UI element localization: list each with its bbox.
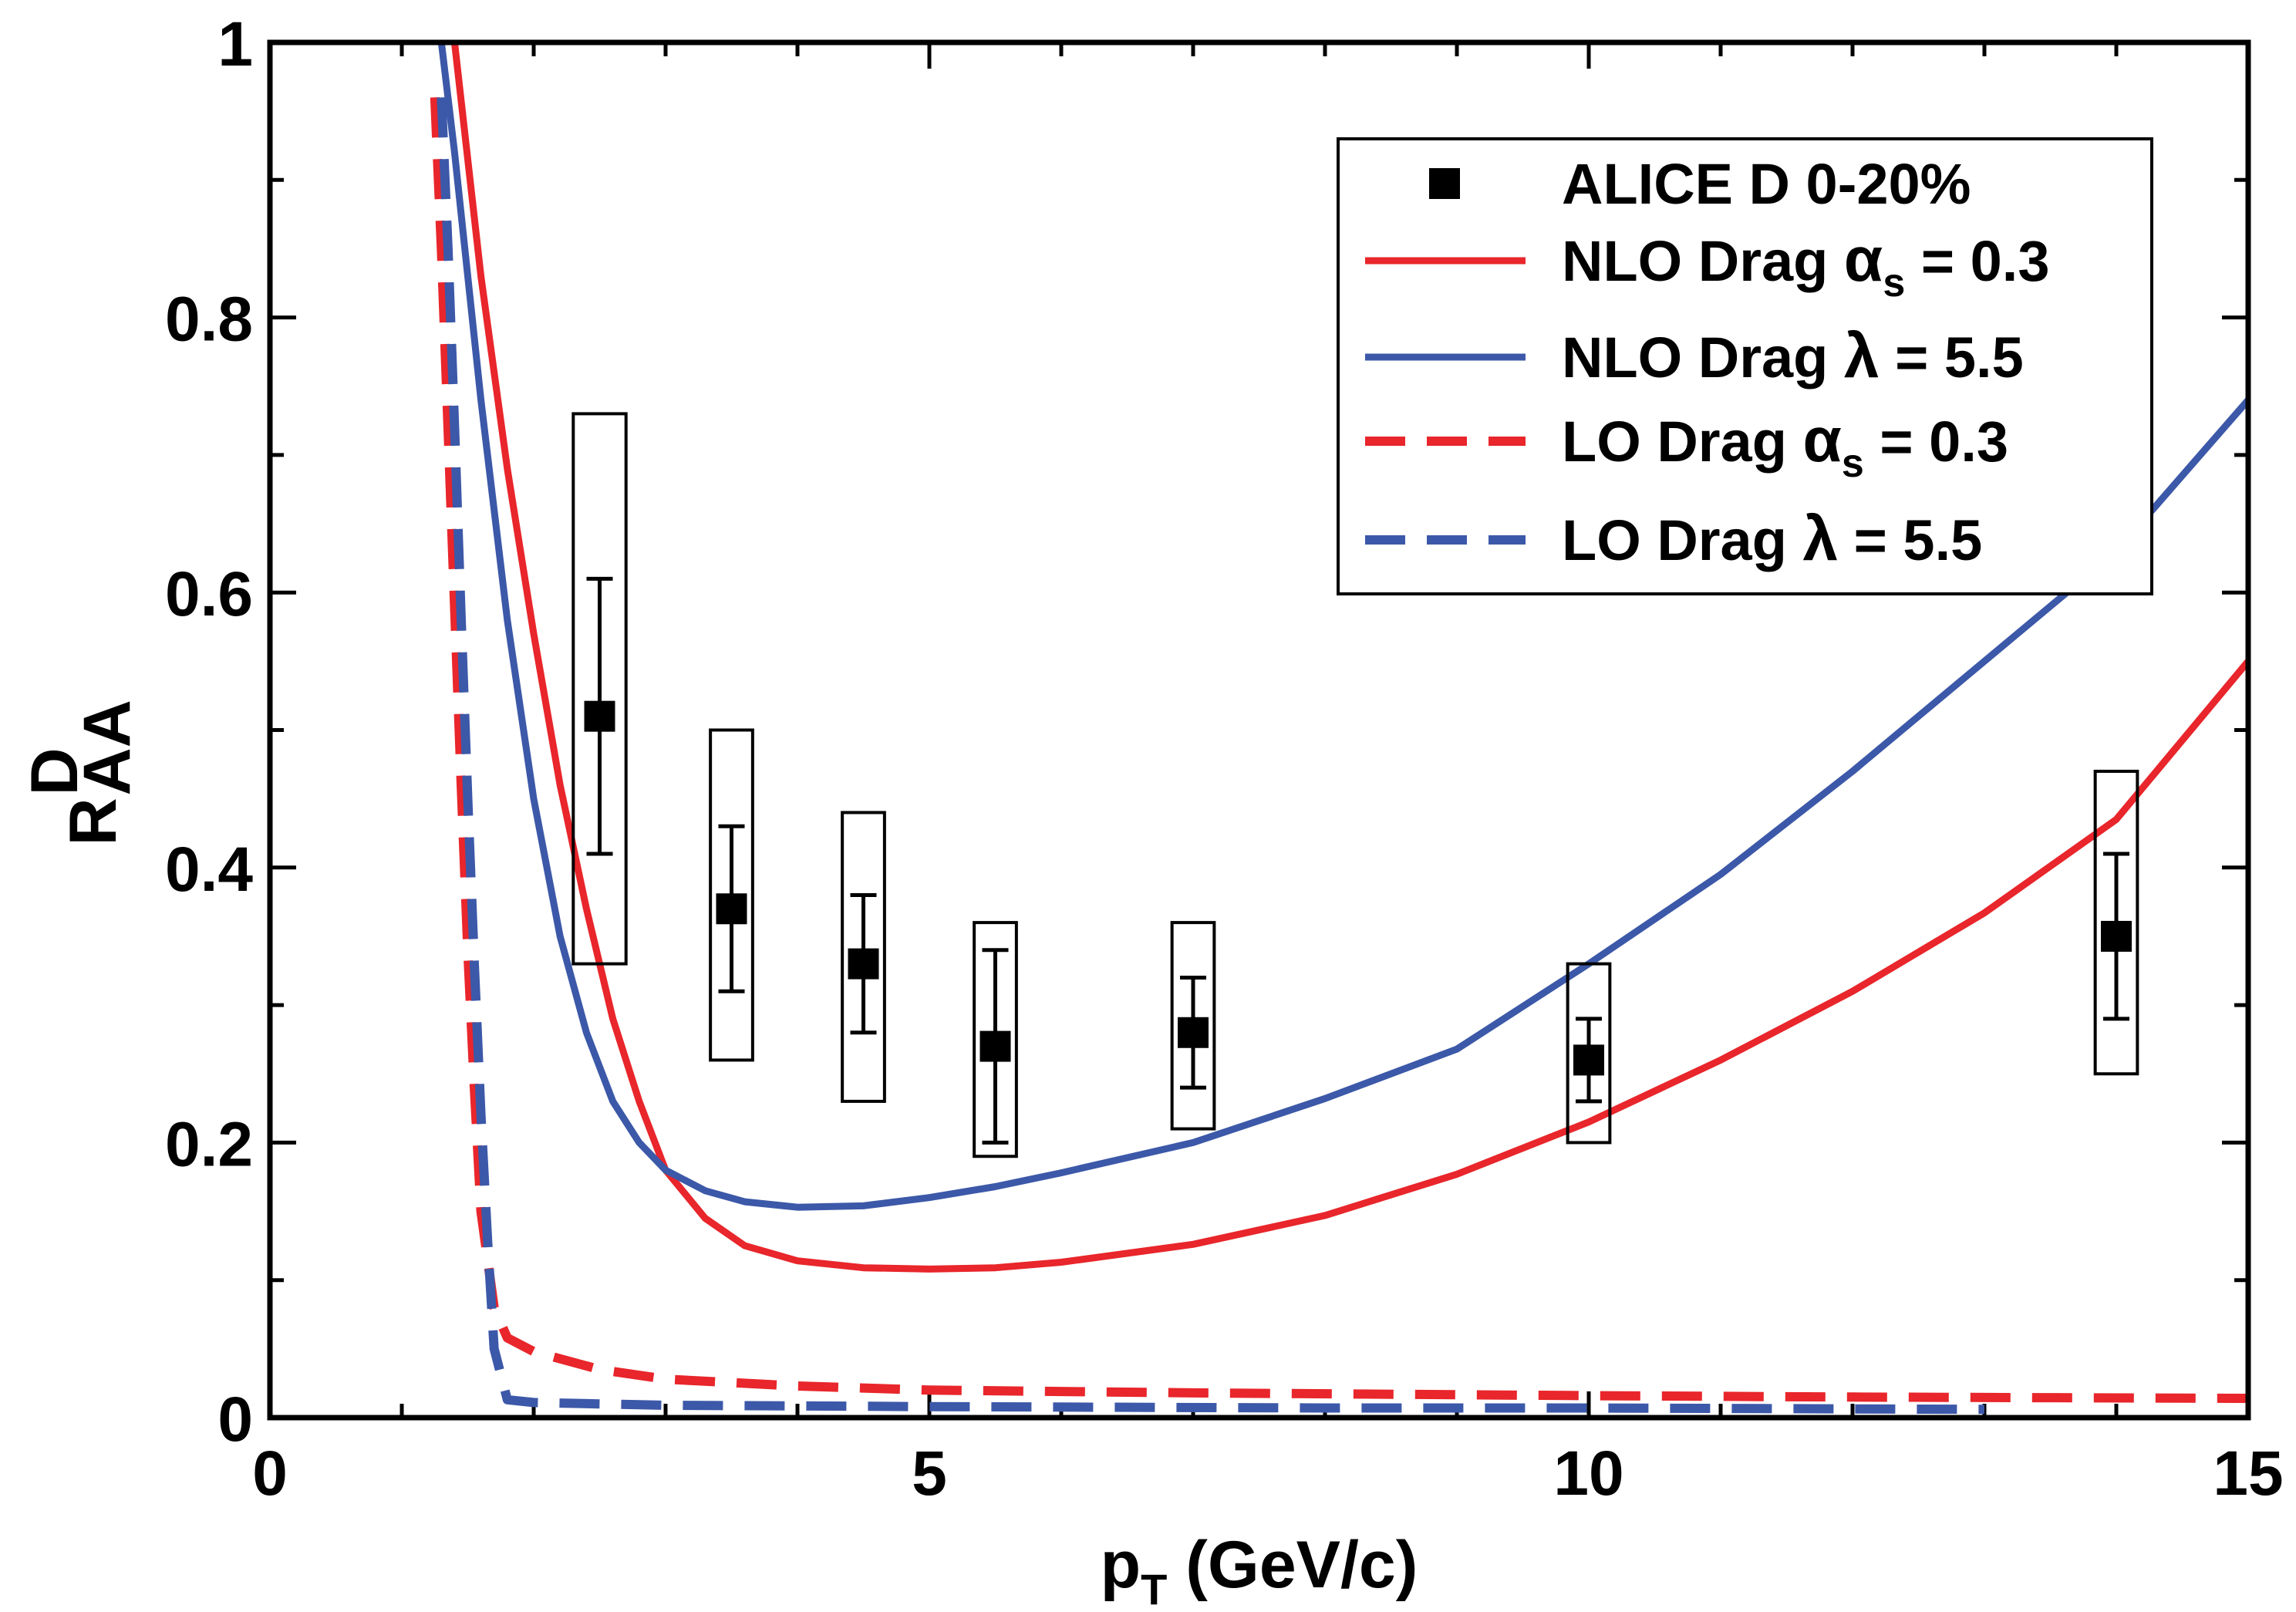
data-point-group <box>2093 769 2139 1076</box>
legend-label-value: = 0.3 <box>1905 229 2049 293</box>
data-point <box>2101 920 2132 952</box>
legend-label: LO Drag αs = 0.3 <box>1562 405 2008 486</box>
x-tick-label: 5 <box>912 1438 947 1509</box>
legend-entry: NLO Drag αs = 0.3 <box>1365 224 2049 305</box>
legend-label-symbol: λ <box>1802 504 1838 574</box>
data-point-group <box>1566 962 1612 1145</box>
y-tick-label: 0.6 <box>165 559 253 629</box>
legend-label-symbol: α <box>1802 405 1841 475</box>
series-line <box>437 97 1985 1415</box>
legend-label-sub: s <box>1842 441 1864 486</box>
y-axis-title-main: R <box>56 798 130 845</box>
x-axis-title-sub: T <box>1141 1565 1167 1612</box>
legend-entry: LO Drag λ = 5.5 <box>1365 504 1982 574</box>
y-axis-title-sup: D <box>18 747 92 795</box>
systematic-box <box>2093 769 2139 1076</box>
legend-label: NLO Drag αs = 0.3 <box>1562 224 2049 305</box>
data-point-group <box>1170 921 1216 1131</box>
data-point <box>716 893 747 925</box>
y-tick-label: 0.4 <box>165 835 253 905</box>
plot-frame <box>267 39 2251 1421</box>
systematic-box <box>571 412 628 966</box>
data-point-group <box>709 728 754 1062</box>
data-points <box>571 412 2139 1158</box>
systematic-box <box>841 811 886 1103</box>
legend-label: NLO Drag λ = 5.5 <box>1562 321 2024 391</box>
legend-label-text: NLO Drag <box>1562 325 1844 390</box>
legend-label-value: = 5.5 <box>1880 325 2024 390</box>
legend-entry: NLO Drag λ = 5.5 <box>1365 321 2024 391</box>
legend-label-value: = 5.5 <box>1838 508 1982 572</box>
legend-label: LO Drag λ = 5.5 <box>1562 504 1982 574</box>
legend-label-text: LO Drag <box>1562 410 1802 474</box>
series-line <box>430 97 2248 1403</box>
legend-box <box>1337 137 2153 595</box>
legend-label-value: = 0.3 <box>1864 410 2008 474</box>
x-axis-title: pT (GeV/c) <box>1101 1528 1418 1612</box>
data-point <box>1178 1017 1209 1048</box>
series-line <box>450 42 2248 1273</box>
legend-label-sub: s <box>1883 261 1905 305</box>
systematic-box <box>1566 962 1612 1145</box>
y-tick-label: 0 <box>217 1384 253 1455</box>
legend-label-symbol: λ <box>1844 321 1880 391</box>
y-tick-label: 0.2 <box>165 1109 253 1179</box>
systematic-box <box>709 728 754 1062</box>
data-point <box>584 700 615 732</box>
legend-label-symbol: α <box>1844 224 1883 295</box>
legend-label-text: NLO Drag <box>1562 229 1844 293</box>
data-point-group <box>571 412 628 966</box>
y-tick-label: 1 <box>217 9 253 79</box>
y-tick-labels: 0 0.2 0.4 0.6 0.8 1 <box>165 9 253 1455</box>
data-point <box>1573 1044 1604 1076</box>
x-tick-labels: 0 5 10 15 <box>252 1438 2283 1509</box>
x-axis-title-main: p <box>1101 1528 1141 1602</box>
series-line <box>437 42 2248 1211</box>
legend-label-text: LO Drag <box>1562 508 1802 572</box>
systematic-box <box>973 921 1018 1158</box>
y-axis-title: R D AA <box>18 700 144 845</box>
data-point <box>848 948 879 980</box>
series-lines <box>430 42 2248 1415</box>
data-point-group <box>841 811 886 1103</box>
systematic-box <box>1170 921 1216 1131</box>
legend-marker <box>1429 168 1460 199</box>
data-point <box>979 1030 1011 1062</box>
x-tick-label: 0 <box>252 1438 288 1509</box>
y-axis-title-sub: AA <box>70 700 144 795</box>
x-tick-label: 10 <box>1553 1438 1623 1509</box>
x-axis-title-rest: (GeV/c) <box>1167 1528 1418 1602</box>
data-point-group <box>973 921 1018 1158</box>
x-tick-label: 15 <box>2213 1438 2283 1509</box>
y-tick-label: 0.8 <box>165 285 253 355</box>
legend-entry: LO Drag αs = 0.3 <box>1365 405 2008 486</box>
legend-entry: ALICE D 0-20% <box>1429 152 1971 216</box>
legend-label: ALICE D 0-20% <box>1562 152 1971 216</box>
